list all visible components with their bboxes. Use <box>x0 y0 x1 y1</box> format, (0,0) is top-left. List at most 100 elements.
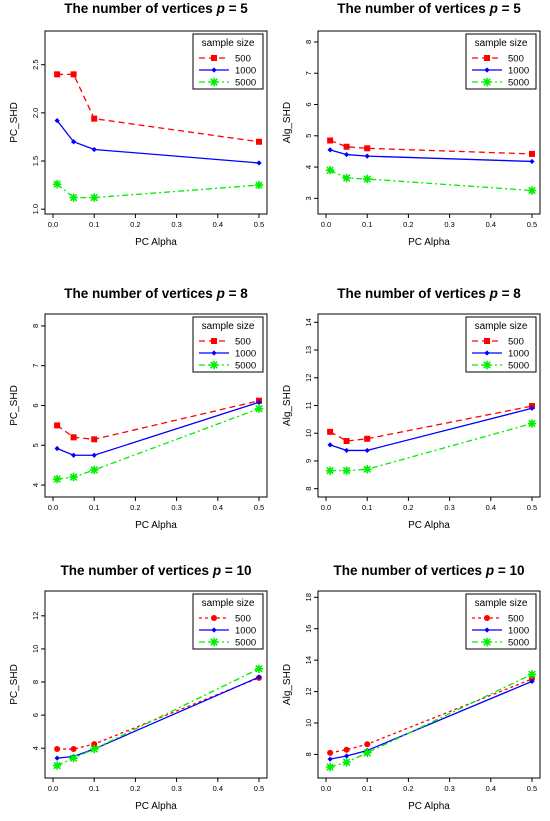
chart-title: The number of vertices p = 8 <box>64 286 248 301</box>
x-tick-label: 0.3 <box>444 220 454 229</box>
data-point-500 <box>91 115 98 122</box>
data-point-1000 <box>364 153 370 159</box>
legend-marker-5000 <box>209 360 219 370</box>
y-axis-label: PC_SHD <box>9 664 20 705</box>
legend-marker-1000 <box>484 627 490 633</box>
data-point-1000 <box>71 452 77 458</box>
data-point-500 <box>364 741 371 748</box>
x-tick-label: 0.5 <box>527 220 537 229</box>
data-point-1000 <box>529 405 535 411</box>
data-point-500 <box>54 71 61 78</box>
data-point-500 <box>327 137 334 144</box>
legend-label: 1000 <box>235 626 256 637</box>
x-tick-label: 0.3 <box>171 784 181 793</box>
data-point-5000 <box>52 761 62 770</box>
y-tick-label: 8 <box>304 487 313 491</box>
legend-marker-5000 <box>209 77 219 87</box>
y-axis-label: Alg_SHD <box>282 664 293 705</box>
series-1000 <box>54 117 262 166</box>
x-axis-label: PC Alpha <box>135 520 177 531</box>
data-point-5000 <box>52 474 62 484</box>
x-tick-label: 0.4 <box>213 503 223 512</box>
legend-label: 500 <box>508 614 524 625</box>
legend-label: 500 <box>508 54 524 65</box>
chart-panel-3: The number of vertices p = 8 0.0 0.1 0.2 0.3… <box>9 286 268 531</box>
series-1000 <box>327 678 535 762</box>
series-line-1000 <box>329 680 533 760</box>
x-tick-label: 0.4 <box>213 784 223 793</box>
chart-panel-6: The number of vertices p = 10 0.0 0.1 0.2 0.… <box>282 563 541 812</box>
y-tick-label: 2.5 <box>31 59 40 69</box>
legend-marker-5000 <box>209 637 219 647</box>
data-point-5000 <box>363 748 372 758</box>
y-tick-label: 5 <box>304 134 313 138</box>
data-point-500 <box>364 435 371 442</box>
data-point-1000 <box>91 452 97 458</box>
x-axis-label: PC Alpha <box>408 801 450 812</box>
data-point-5000 <box>342 173 351 183</box>
data-point-1000 <box>256 160 262 166</box>
legend-label: 500 <box>235 337 251 348</box>
y-tick-label: 10 <box>31 645 40 653</box>
chart-title-value: = 5 <box>498 1 521 16</box>
data-point-5000 <box>69 472 78 482</box>
data-point-5000 <box>527 419 537 428</box>
x-tick-label: 0.1 <box>362 220 372 229</box>
x-tick-label: 0.0 <box>48 503 58 512</box>
y-tick-label: 12 <box>31 612 40 620</box>
series-line-5000 <box>57 408 260 480</box>
x-tick-label: 0.5 <box>527 503 537 512</box>
data-point-1000 <box>327 442 333 448</box>
x-tick-label: 0.4 <box>486 784 496 793</box>
data-point-5000 <box>90 744 99 754</box>
x-tick-label: 0.2 <box>130 503 140 512</box>
data-point-5000 <box>90 193 99 202</box>
x-tick-label: 0.5 <box>254 784 264 793</box>
data-point-5000 <box>254 404 264 413</box>
y-axis-label: PC_SHD <box>9 385 20 426</box>
series-line-500 <box>329 678 533 754</box>
legend-marker-500 <box>484 338 490 344</box>
legend-marker-500 <box>211 55 217 61</box>
y-tick-label: 10 <box>304 429 313 437</box>
x-axis-label: PC Alpha <box>135 801 177 812</box>
y-tick-label: 12 <box>304 687 313 695</box>
data-point-5000 <box>254 664 264 673</box>
y-tick-label: 14 <box>304 656 313 664</box>
y-tick-label: 8 <box>304 752 313 756</box>
x-tick-label: 0.0 <box>321 220 331 229</box>
chart-title-text: The number of vertices <box>334 563 486 578</box>
data-point-1000 <box>529 678 535 684</box>
series-line-500 <box>57 73 260 143</box>
series-line-1000 <box>329 149 533 163</box>
legend-marker-1000 <box>211 627 217 633</box>
series-1000 <box>54 399 262 458</box>
data-point-500 <box>343 437 350 444</box>
series-5000 <box>52 664 264 770</box>
legend-marker-500 <box>484 55 490 61</box>
data-point-1000 <box>54 117 60 124</box>
x-tick-label: 0.5 <box>254 503 264 512</box>
y-tick-label: 9 <box>304 459 313 463</box>
series-line-5000 <box>329 673 533 768</box>
x-tick-label: 0.4 <box>486 220 496 229</box>
series-line-5000 <box>330 422 533 472</box>
y-tick-label: 10 <box>304 719 313 727</box>
data-point-500 <box>256 138 262 145</box>
legend-box <box>465 33 537 90</box>
chart-panel-4: The number of vertices p = 8 0.0 0.1 0.2 0.3… <box>282 286 541 531</box>
legend-label: 1000 <box>235 66 256 77</box>
y-tick-label: 7 <box>304 71 313 75</box>
data-point-500 <box>364 145 371 152</box>
data-point-5000 <box>325 762 335 772</box>
data-point-1000 <box>327 147 333 153</box>
series-5000 <box>52 179 264 202</box>
data-point-5000 <box>90 465 99 475</box>
data-point-500 <box>70 746 77 753</box>
series-5000 <box>325 166 537 195</box>
legend-title: sample size <box>475 598 528 609</box>
data-point-5000 <box>527 186 537 195</box>
